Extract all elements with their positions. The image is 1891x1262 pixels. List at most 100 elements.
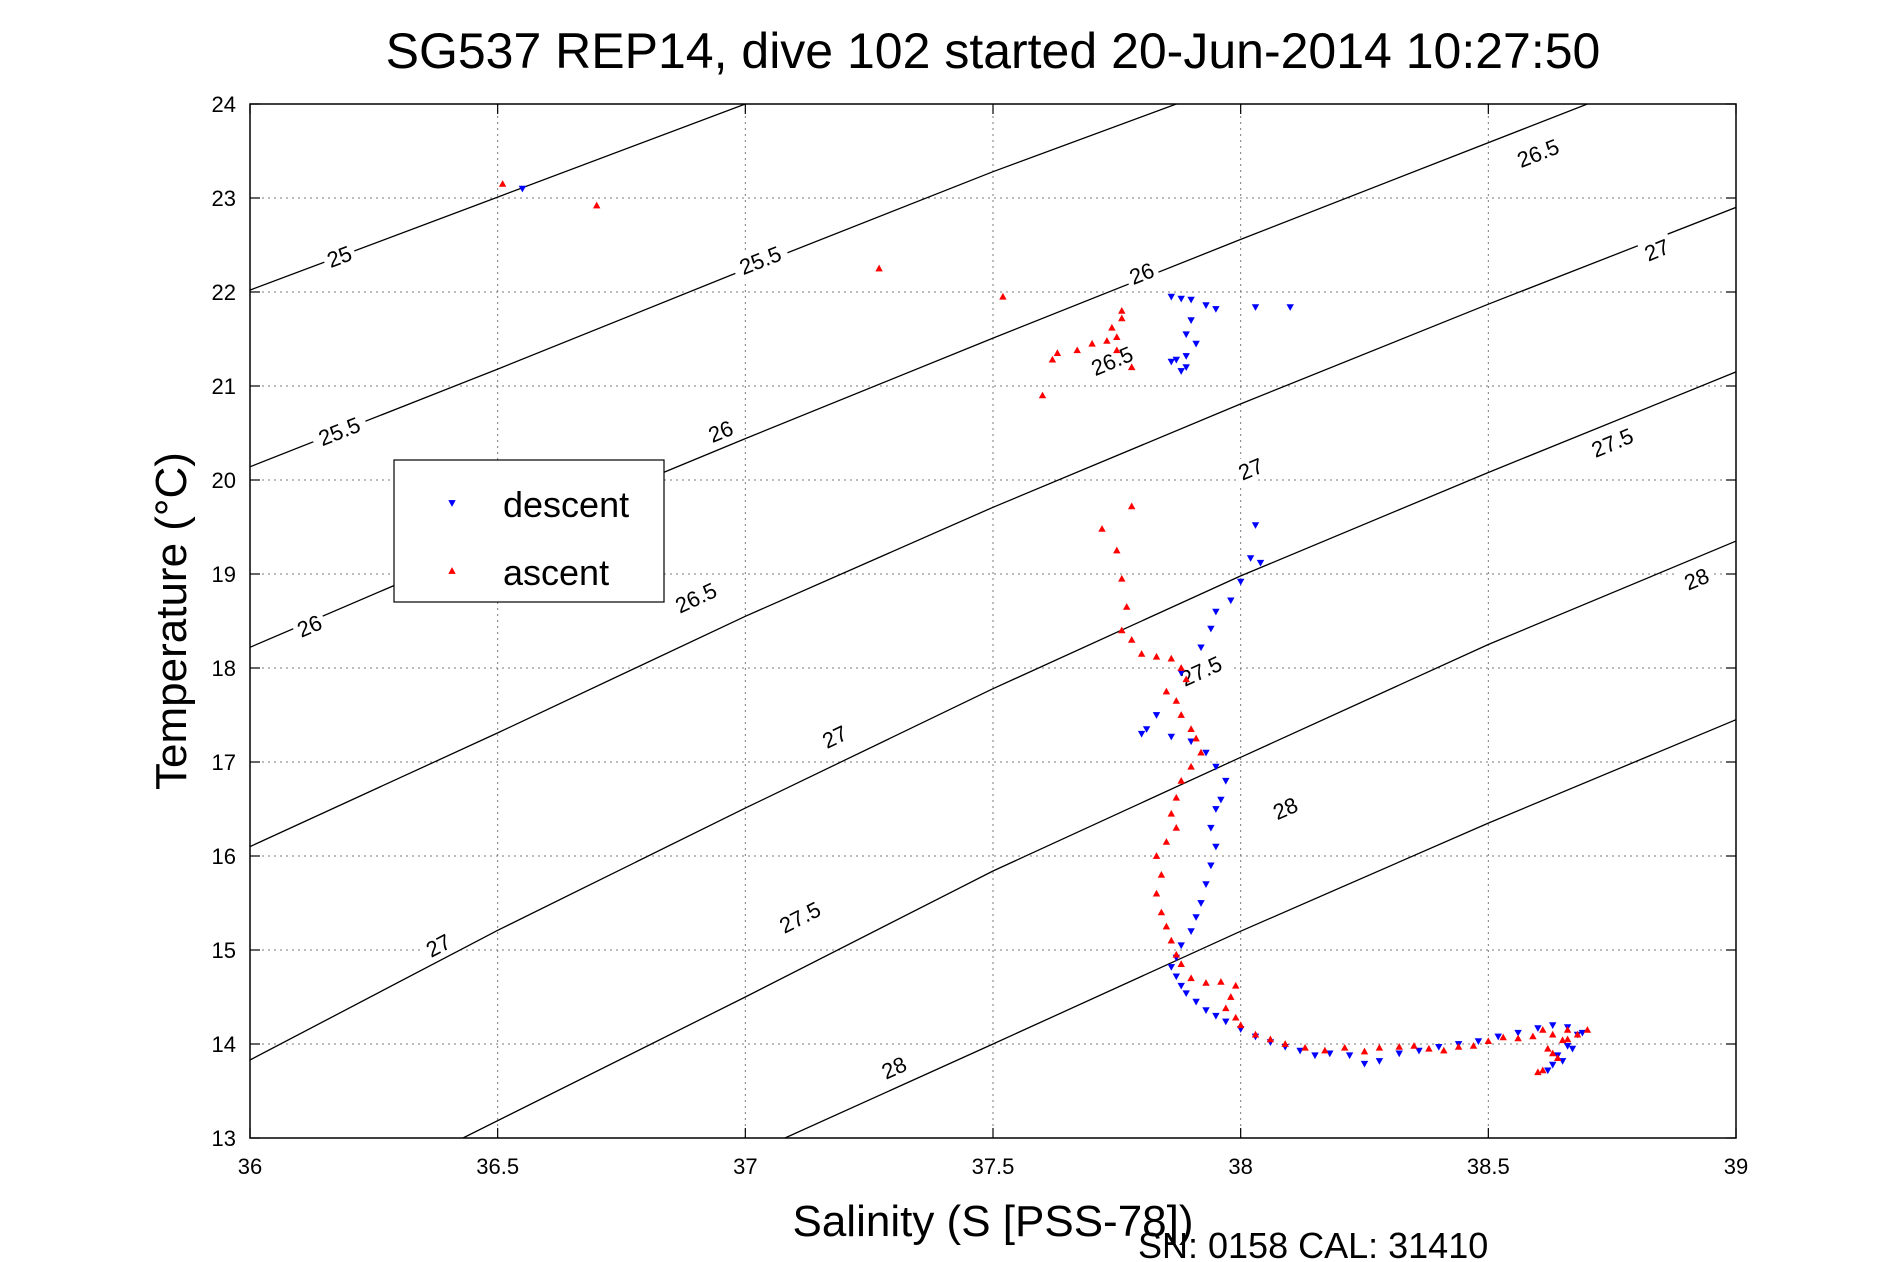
descent-point [518,185,527,193]
descent-point [1435,1044,1443,1051]
x-tick-label: 37.5 [972,1154,1015,1179]
y-tick-label: 21 [212,374,236,399]
ascent-point [1177,776,1185,784]
descent-point [1345,1052,1354,1060]
descent-point [1187,296,1195,304]
descent-point [1395,1050,1403,1058]
ascent-point [1113,346,1121,354]
ascent-point [1038,391,1047,399]
ascent-point [1162,922,1171,930]
grid-layer [250,104,1736,1138]
density-contour-line [250,371,1736,1061]
ascent-point [1395,1042,1403,1050]
descent-point [1137,730,1146,738]
descent-point [1192,340,1200,348]
ascent-point [1048,355,1057,363]
descent-point [1182,353,1190,360]
descent-point [1474,1038,1483,1046]
ascent-point [1172,823,1181,831]
ascent-point [1266,1035,1275,1043]
descent-point [1251,304,1260,311]
descent-point [1207,625,1215,633]
legend-box [393,459,665,603]
descent-point [1558,1058,1567,1065]
contour-label-background [768,892,831,942]
ascent-point [1573,1030,1582,1038]
contour-label-background [1507,130,1569,176]
ascent-point [1440,1046,1448,1054]
descent-point [1360,1060,1369,1068]
ascent-point [1098,525,1106,532]
ascent-series [498,180,1592,1076]
descent-point [1212,763,1220,771]
contour-label-group: 25.5 [729,237,792,283]
ascent-point [1539,1066,1547,1074]
ascent-point [1544,1044,1552,1052]
ascent-point [1425,1044,1433,1052]
descent-point [1534,1025,1542,1032]
ascent-point [1187,974,1195,982]
descent-point [1177,368,1185,375]
y-tick-label: 16 [212,844,236,869]
ascent-point [1222,1004,1230,1012]
legend-label-ascent: ascent [503,552,609,593]
ascent-point [1108,323,1116,331]
contour-label-background [417,926,459,965]
ascent-point [1167,654,1176,662]
ascent-point [1162,687,1171,695]
y-tick-label: 13 [212,1126,236,1151]
descent-point [1192,914,1200,921]
descent-point [1177,982,1185,990]
descent-point [1202,881,1210,889]
ascent-point [1375,1043,1384,1051]
descent-point [1152,712,1161,719]
descent-point [1246,555,1255,562]
ascent-point [1172,793,1181,801]
ascent-point [1340,1043,1349,1051]
ascent-point [1152,852,1161,859]
y-tick-label: 17 [212,750,236,775]
descent-point [1212,806,1220,813]
y-axis-label: Temperature (°C) [147,452,196,790]
ascent-point [1122,603,1131,610]
ascent-point [1553,1054,1562,1061]
ascent-point [1360,1047,1369,1055]
ascent-point [1157,870,1166,878]
ascent-point [1236,1021,1245,1029]
descent-point [1568,1045,1577,1053]
descent-point [1415,1047,1423,1055]
legend: descent ascent [393,459,665,603]
descent-point [1212,843,1220,851]
ascent-point [1127,502,1136,510]
ascent-point [592,201,601,209]
descent-point [1212,1012,1220,1020]
ascent-point [1113,333,1121,341]
x-axis-label: Salinity (S [PSS-78]) [792,1197,1193,1246]
ascent-point [1177,960,1185,968]
descent-point [1212,608,1220,616]
ascent-point [1152,652,1161,660]
x-tick-label: 38 [1228,1154,1252,1179]
contour-label-background [289,607,330,644]
ascent-point [1103,337,1111,344]
ascent-point [1187,725,1195,733]
ascent-point [1073,346,1081,354]
contour-label-background [729,237,792,283]
descent-point [1167,358,1176,366]
descent-point [1192,998,1200,1006]
ascent-point [1227,993,1235,1000]
descent-point [1182,331,1190,339]
ascent-point [1539,1026,1547,1033]
y-tick-label: 24 [212,92,236,117]
ascent-point [1157,908,1166,916]
ascent-point [1137,650,1146,657]
density-contour-line [462,540,1736,1138]
descent-point [1212,306,1220,313]
contour-label-background [1170,647,1232,695]
ascent-point [1514,1034,1522,1042]
contour-label-background [1676,560,1717,597]
contour-label-background [1265,789,1306,827]
descent-point [1236,578,1245,586]
serial-cal-footer: SN: 0158 CAL: 31410 [1138,1225,1488,1262]
